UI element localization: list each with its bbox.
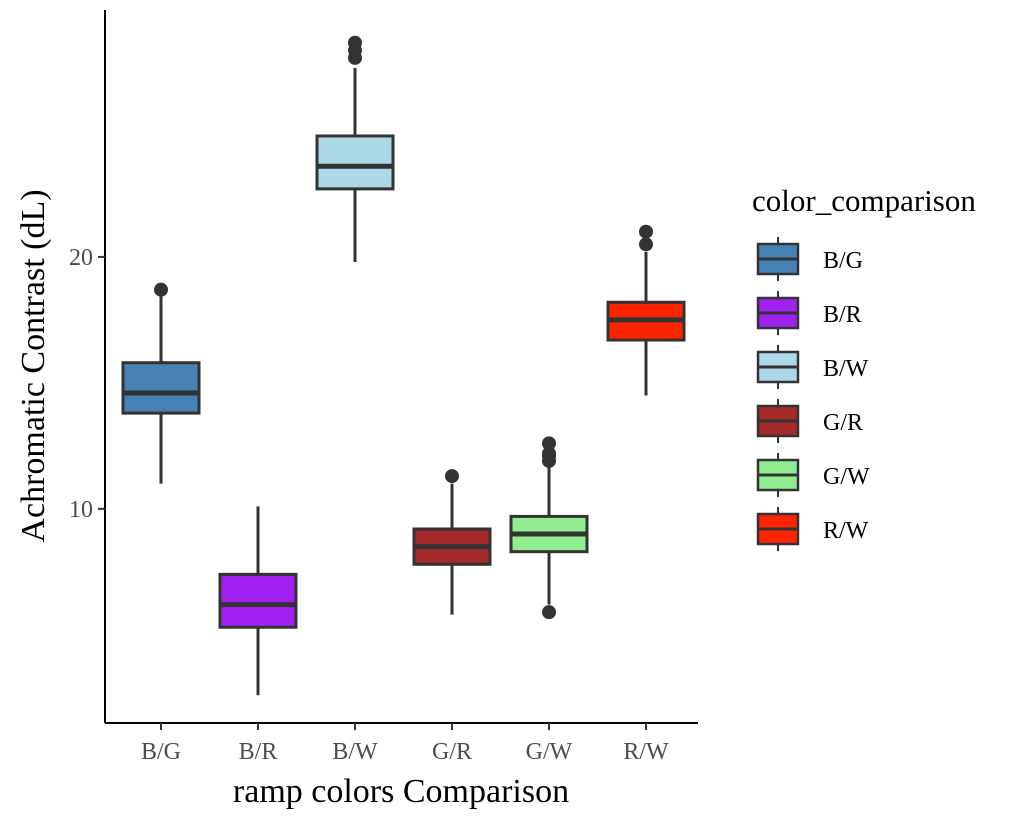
outlier-point: [639, 224, 653, 239]
y-tick-label: 10: [69, 497, 93, 523]
x-axis-title: ramp colors Comparison: [233, 773, 569, 810]
legend-item-b-g: B/G: [756, 237, 863, 281]
x-tick-label: B/W: [332, 739, 378, 765]
legend-label: B/W: [823, 356, 869, 382]
outlier-point: [348, 35, 362, 50]
x-tick-label: B/G: [141, 739, 181, 765]
legend-label: B/R: [823, 302, 862, 328]
legend-label: B/G: [823, 248, 863, 274]
legend-item-r-w: R/W: [756, 507, 869, 551]
legend-item-b-w: B/W: [756, 345, 869, 389]
y-axis-ticks: 10 20: [69, 245, 105, 523]
outlier-point: [542, 436, 556, 451]
x-tick-label: B/R: [239, 739, 278, 765]
box-r-w: [606, 224, 686, 396]
y-axis-title: Achromatic Contrast (dL): [15, 189, 52, 542]
outlier-point: [542, 605, 556, 620]
plot-area: [121, 35, 686, 696]
legend-label: G/R: [823, 410, 863, 436]
legend-item-g-r: G/R: [756, 399, 863, 443]
box-g-w: [509, 436, 589, 620]
legend-item-b-r: B/R: [756, 291, 862, 335]
box-g-r: [412, 469, 492, 615]
x-tick-label: G/W: [526, 739, 573, 765]
box-body: [121, 361, 201, 415]
box-b-w: [315, 35, 395, 262]
legend-label: G/W: [823, 464, 870, 490]
x-tick-label: G/R: [432, 739, 472, 765]
box-b-r: [218, 506, 298, 696]
legend-label: R/W: [823, 518, 869, 544]
y-tick-label: 20: [69, 245, 93, 271]
outlier-point: [154, 282, 168, 297]
x-tick-label: R/W: [623, 739, 669, 765]
x-axis-ticks: B/G B/R B/W G/R G/W R/W: [141, 723, 669, 765]
box-body: [315, 134, 395, 191]
legend-title: color_comparison: [752, 183, 976, 218]
box-b-g: [121, 282, 201, 484]
outlier-point: [542, 446, 556, 461]
box-body: [218, 572, 298, 629]
outlier-point: [445, 469, 459, 484]
legend-item-g-w: G/W: [756, 453, 870, 497]
outlier-point: [639, 237, 653, 252]
legend: B/G B/R B/W G/R G/W R/W: [756, 237, 870, 551]
